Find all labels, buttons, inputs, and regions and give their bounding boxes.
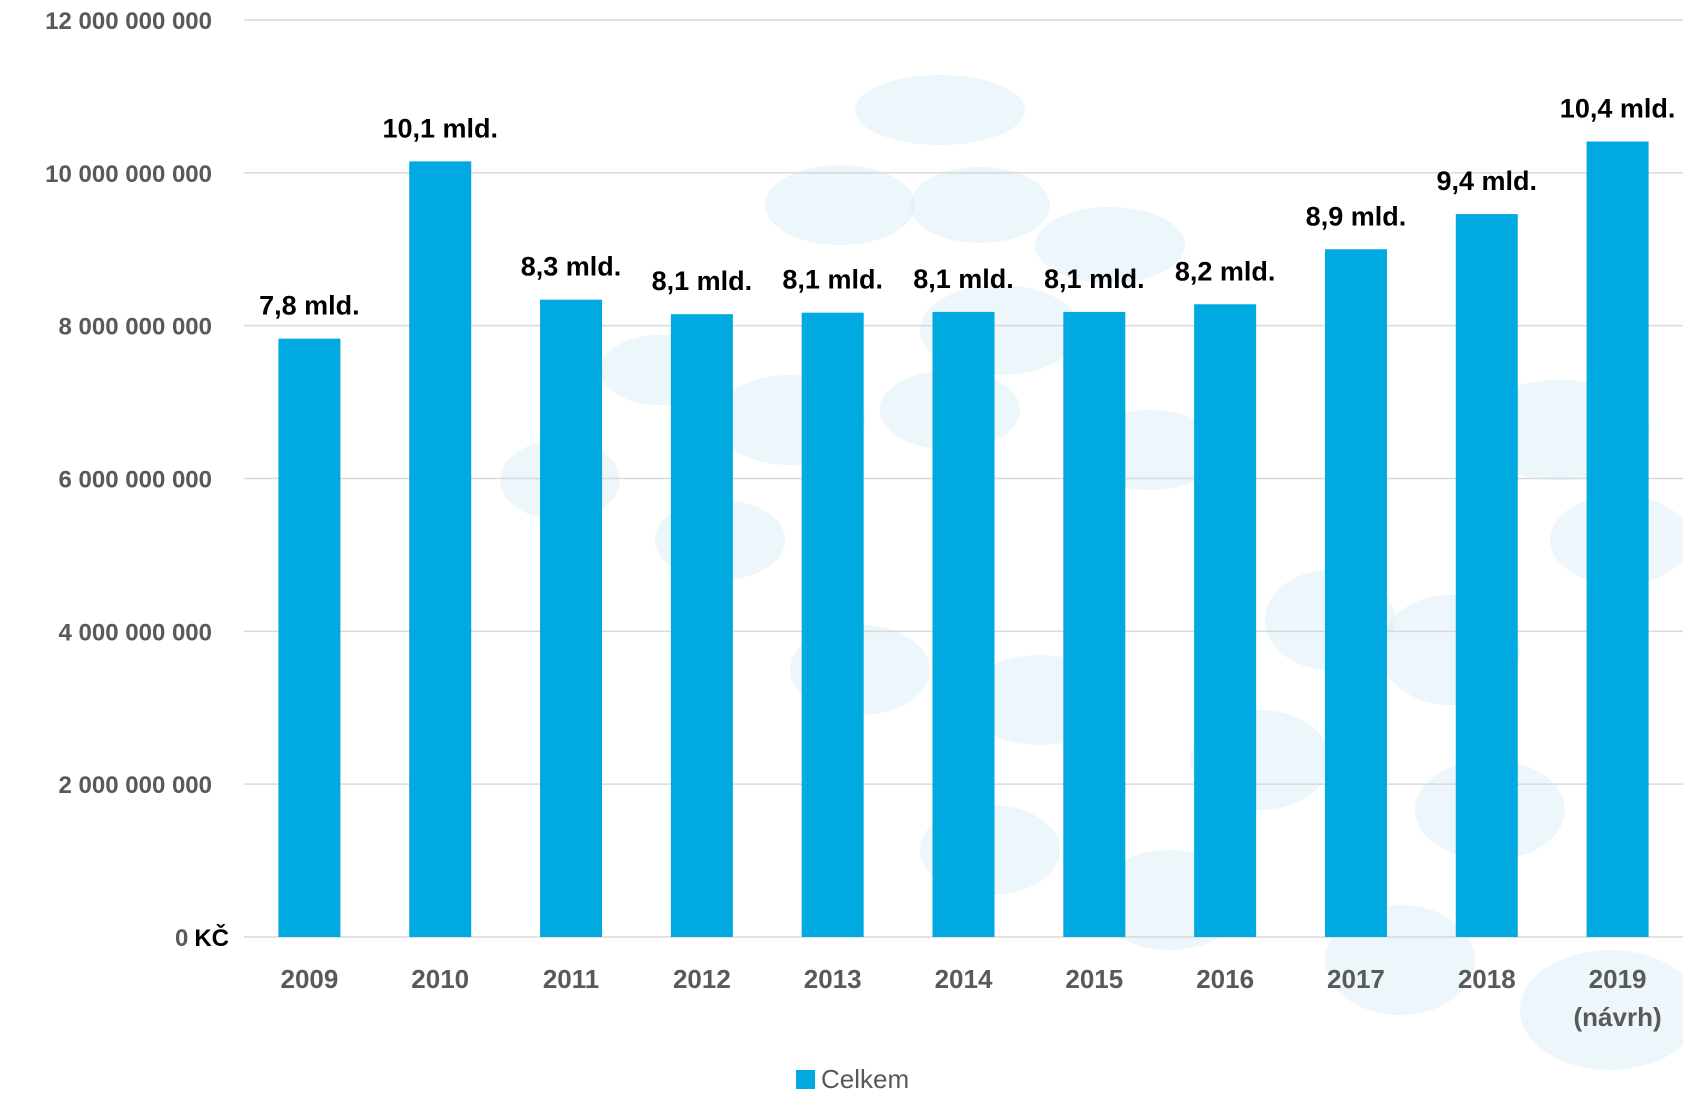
- legend-label: Celkem: [821, 1064, 910, 1094]
- bar: [801, 312, 864, 937]
- bar: [278, 338, 341, 938]
- bar: [1586, 141, 1649, 937]
- data-label: 7,8 mld.: [259, 291, 360, 321]
- y-tick-label: 2 000 000 000: [59, 772, 212, 799]
- y-tick-label: 0 KČ: [175, 924, 229, 952]
- data-label: 10,1 mld.: [382, 113, 498, 143]
- data-label: 8,9 mld.: [1306, 201, 1407, 231]
- decor-blob: [765, 165, 915, 245]
- x-axis: 2009 2010 2011 2012 2013 2014 2015 2016 2017 2018…: [280, 964, 1661, 1032]
- bar: [1455, 214, 1518, 937]
- y-tick-label: 8 000 000 000: [59, 314, 212, 341]
- data-label: 8,1 mld.: [1044, 264, 1145, 294]
- data-label: 8,1 mld.: [782, 265, 883, 295]
- y-tick-label: 4 000 000 000: [59, 619, 212, 646]
- y-tick-label: 6 000 000 000: [59, 467, 212, 494]
- x-tick-label: 2012: [673, 964, 731, 994]
- y-tick-label: 12 000 000 000: [45, 8, 212, 35]
- bars: [278, 141, 1649, 938]
- x-tick-label: 2010: [411, 964, 469, 994]
- bar: [1063, 311, 1126, 938]
- bar: [409, 161, 472, 937]
- decor-blob: [1035, 207, 1185, 283]
- data-label: 10,4 mld.: [1560, 94, 1676, 124]
- y-axis: 0 KČ 2 000 000 000 4 000 000 000 6 000 000 0…: [45, 8, 229, 952]
- x-tick-label: 2018: [1458, 964, 1516, 994]
- y-tick-label: 10 000 000 000: [45, 161, 212, 188]
- decor-blob: [1520, 950, 1683, 1070]
- x-tick-label: 2015: [1065, 964, 1123, 994]
- data-labels: 7,8 mld. 10,1 mld. 8,3 mld. 8,1 mld. 8,1 mld…: [259, 94, 1675, 321]
- decor-blob: [910, 167, 1050, 243]
- bar: [1324, 249, 1387, 937]
- data-label: 8,1 mld.: [913, 264, 1014, 294]
- bar: [1194, 304, 1257, 937]
- x-tick-label: 2016: [1196, 964, 1254, 994]
- decor-blob: [855, 75, 1025, 145]
- legend: Celkem: [796, 1064, 909, 1095]
- legend-swatch: [796, 1070, 815, 1089]
- x-tick-label: 2011: [543, 964, 599, 994]
- bar: [670, 314, 733, 937]
- data-label: 8,1 mld.: [652, 266, 753, 296]
- data-label: 8,3 mld.: [521, 252, 622, 282]
- x-tick-label: 2014: [935, 964, 993, 994]
- data-label: 8,2 mld.: [1175, 256, 1276, 286]
- x-tick-label: 2013: [804, 964, 862, 994]
- bar: [540, 299, 603, 937]
- x-tick-label: 2019: [1589, 964, 1647, 994]
- x-tick-label: 2017: [1327, 964, 1385, 994]
- data-label: 9,4 mld.: [1436, 166, 1537, 196]
- bar: [932, 311, 995, 938]
- y-axis-unit: KČ: [194, 924, 229, 952]
- x-tick-label: 2009: [280, 964, 338, 994]
- x-tick-sublabel: (návrh): [1574, 1002, 1662, 1032]
